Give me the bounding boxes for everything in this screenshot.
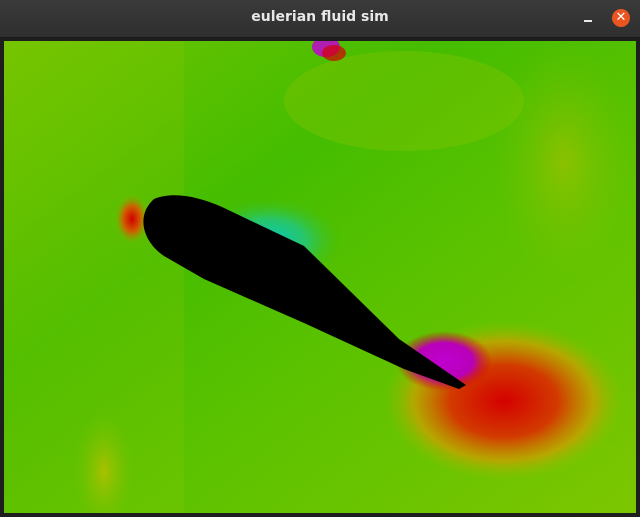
minimize-icon[interactable] xyxy=(581,10,597,26)
close-icon[interactable]: ✕ xyxy=(612,9,630,27)
vortex-region xyxy=(396,331,492,391)
airfoil-obstacle[interactable] xyxy=(143,195,466,389)
window-frame xyxy=(0,513,640,517)
window-title: eulerian fluid sim xyxy=(251,9,389,25)
title-bar[interactable]: eulerian fluid sim ✕ xyxy=(0,0,640,38)
simulation-canvas[interactable] xyxy=(4,41,636,513)
stagnation-point xyxy=(114,193,150,245)
